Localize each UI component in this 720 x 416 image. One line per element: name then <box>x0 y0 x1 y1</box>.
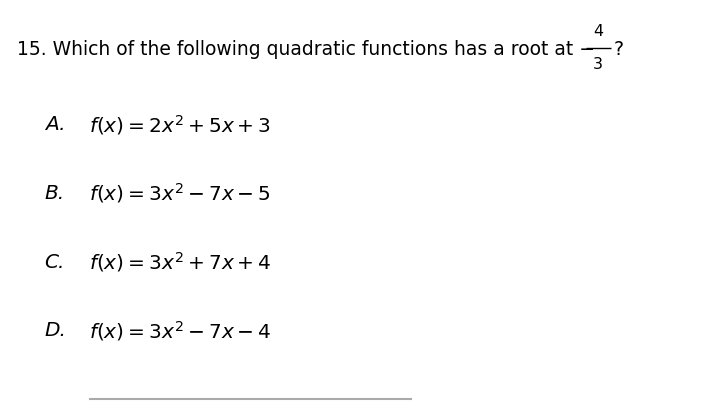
Text: $f(x) = 3x^2 + 7x + 4$: $f(x) = 3x^2 + 7x + 4$ <box>89 250 271 274</box>
Text: D.: D. <box>45 321 66 340</box>
Text: 4: 4 <box>593 24 603 39</box>
Text: A.: A. <box>45 115 65 134</box>
Text: $f(x) = 2x^2 + 5x + 3$: $f(x) = 2x^2 + 5x + 3$ <box>89 113 271 137</box>
Text: C.: C. <box>45 253 65 272</box>
Text: 3: 3 <box>593 57 603 72</box>
Text: ?: ? <box>613 40 624 59</box>
Text: $f(x) = 3x^2 - 7x - 5$: $f(x) = 3x^2 - 7x - 5$ <box>89 181 271 206</box>
Text: 15. Which of the following quadratic functions has a root at −: 15. Which of the following quadratic fun… <box>17 40 595 59</box>
Text: B.: B. <box>45 184 65 203</box>
Text: $f(x) = 3x^2 - 7x - 4$: $f(x) = 3x^2 - 7x - 4$ <box>89 319 271 343</box>
